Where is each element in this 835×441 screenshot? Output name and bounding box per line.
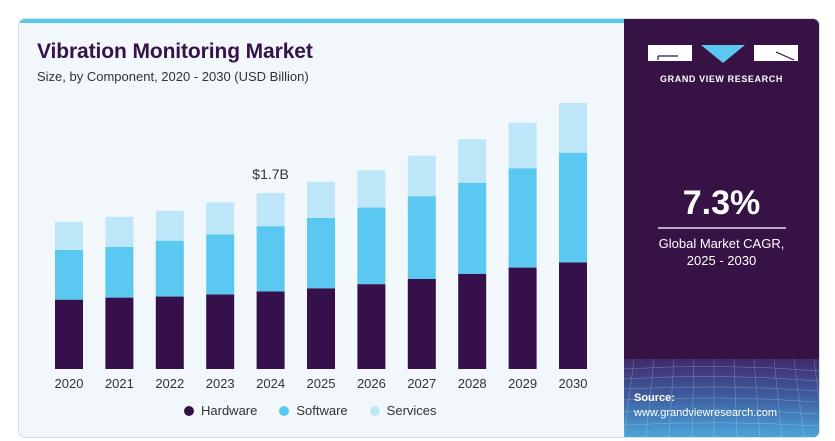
bar-software-2028 (458, 182, 487, 274)
bar-services-2022 (155, 210, 184, 241)
bar-services-2028 (458, 139, 487, 183)
cagr-label: Global Market CAGR, 2025 - 2030 (624, 235, 819, 269)
x-tick-label-2030: 2030 (559, 376, 588, 391)
bar-hardware-2029 (508, 267, 537, 369)
legend-item-services: Services (369, 403, 437, 418)
legend-label-services: Services (386, 403, 437, 418)
bar-software-2027 (407, 196, 436, 279)
x-tick-label-2028: 2028 (458, 376, 487, 391)
cagr-label-line2: 2025 - 2030 (686, 253, 757, 268)
bar-group-2027 (407, 155, 436, 369)
bar-hardware-2030 (559, 262, 587, 369)
cagr-label-line1: Global Market CAGR, (658, 236, 785, 251)
bar-services-2023 (206, 202, 235, 235)
bar-services-2024 (256, 193, 285, 227)
x-tick-label-2020: 2020 (55, 376, 84, 391)
x-tick-label-2023: 2023 (206, 376, 235, 391)
bar-software-2026 (357, 207, 386, 285)
bar-software-2023 (206, 234, 235, 295)
bar-hardware-2020 (55, 299, 83, 369)
bar-services-2026 (357, 170, 386, 208)
bar-group-2021 (105, 216, 134, 369)
accent-bar (19, 19, 625, 23)
panel-footer-graphic (624, 359, 819, 437)
bar-hardware-2022 (155, 296, 184, 369)
bar-services-2025 (307, 181, 335, 218)
bar-group-2024 (256, 193, 285, 369)
mesh-background-graphic (624, 359, 819, 437)
source-url[interactable]: www.grandviewresearch.com (634, 407, 778, 419)
bar-services-2020 (55, 222, 83, 250)
chart-subtitle: Size, by Component, 2020 - 2030 (USD Bil… (37, 69, 309, 84)
source-label: Source: (634, 392, 675, 404)
bar-software-2022 (155, 240, 184, 297)
bar-group-2022 (155, 210, 184, 369)
data-label-2024: $1.7B (252, 166, 289, 182)
bar-services-2030 (559, 103, 587, 153)
bar-hardware-2025 (307, 288, 335, 369)
bar-services-2021 (105, 216, 134, 247)
legend-item-software: Software (279, 403, 348, 418)
bar-hardware-2021 (105, 297, 134, 369)
bar-software-2030 (559, 152, 587, 263)
bar-hardware-2028 (458, 273, 487, 369)
legend-label-hardware: Hardware (201, 403, 258, 418)
bar-software-2029 (508, 168, 537, 268)
bar-group-2028 (458, 139, 487, 369)
x-tick-label-2025: 2025 (307, 376, 336, 391)
bar-software-2025 (307, 217, 335, 289)
cagr-divider (658, 227, 786, 229)
x-tick-label-2026: 2026 (357, 376, 386, 391)
brand-panel: GRAND VIEW RESEARCH 7.3% Global Market C… (624, 19, 819, 437)
bar-group-2025 (307, 181, 335, 369)
bar-group-2026 (357, 170, 386, 369)
chart-title: Vibration Monitoring Market (37, 40, 313, 63)
bar-services-2027 (407, 155, 436, 197)
x-tick-label-2027: 2027 (407, 376, 436, 391)
legend: Hardware Software Services (184, 403, 437, 418)
legend-marker-software (279, 405, 290, 416)
legend-item-hardware: Hardware (184, 403, 257, 418)
legend-marker-hardware (184, 405, 194, 416)
x-tick-label-2029: 2029 (508, 376, 537, 391)
bar-hardware-2027 (407, 278, 436, 369)
x-tick-label-2021: 2021 (105, 376, 134, 391)
x-tick-label-2022: 2022 (155, 376, 184, 391)
bar-group-2020 (55, 222, 83, 369)
stacked-bar-chart: 2020 2021 2022 2023 2024 $1.7B 2025 2026 2027 202… (55, 103, 588, 391)
cagr-value: 7.3% (682, 184, 761, 222)
bar-software-2021 (105, 246, 134, 298)
chart-card: Vibration Monitoring Market Size, by Com… (19, 19, 819, 437)
bar-group-2023 (206, 202, 235, 369)
bar-hardware-2023 (206, 294, 235, 369)
bar-group-2029 (508, 122, 537, 369)
bar-hardware-2026 (357, 284, 386, 369)
bar-software-2024 (256, 226, 285, 292)
legend-label-software: Software (296, 403, 348, 418)
bar-hardware-2024 (256, 291, 285, 369)
bar-services-2029 (508, 122, 537, 169)
bar-group-2030 (559, 103, 587, 369)
grand-view-research-logo (648, 45, 798, 63)
brand-name: GRAND VIEW RESEARCH (660, 74, 783, 84)
bar-software-2020 (55, 249, 83, 300)
legend-marker-services (369, 405, 380, 416)
x-tick-label-2024: 2024 (256, 376, 285, 391)
